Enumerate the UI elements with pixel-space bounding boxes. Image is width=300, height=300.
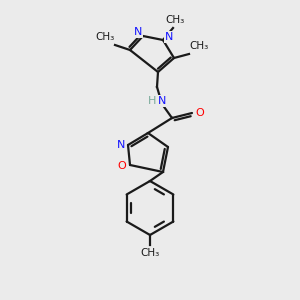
Text: O: O [118, 161, 126, 171]
Text: N: N [117, 140, 125, 150]
Text: N: N [158, 96, 166, 106]
Text: CH₃: CH₃ [189, 41, 208, 51]
Text: N: N [134, 27, 142, 37]
Text: H: H [148, 96, 156, 106]
Text: CH₃: CH₃ [140, 248, 160, 258]
Text: CH₃: CH₃ [165, 15, 184, 25]
Text: CH₃: CH₃ [95, 32, 115, 42]
Text: N: N [165, 32, 173, 42]
Text: O: O [196, 108, 204, 118]
